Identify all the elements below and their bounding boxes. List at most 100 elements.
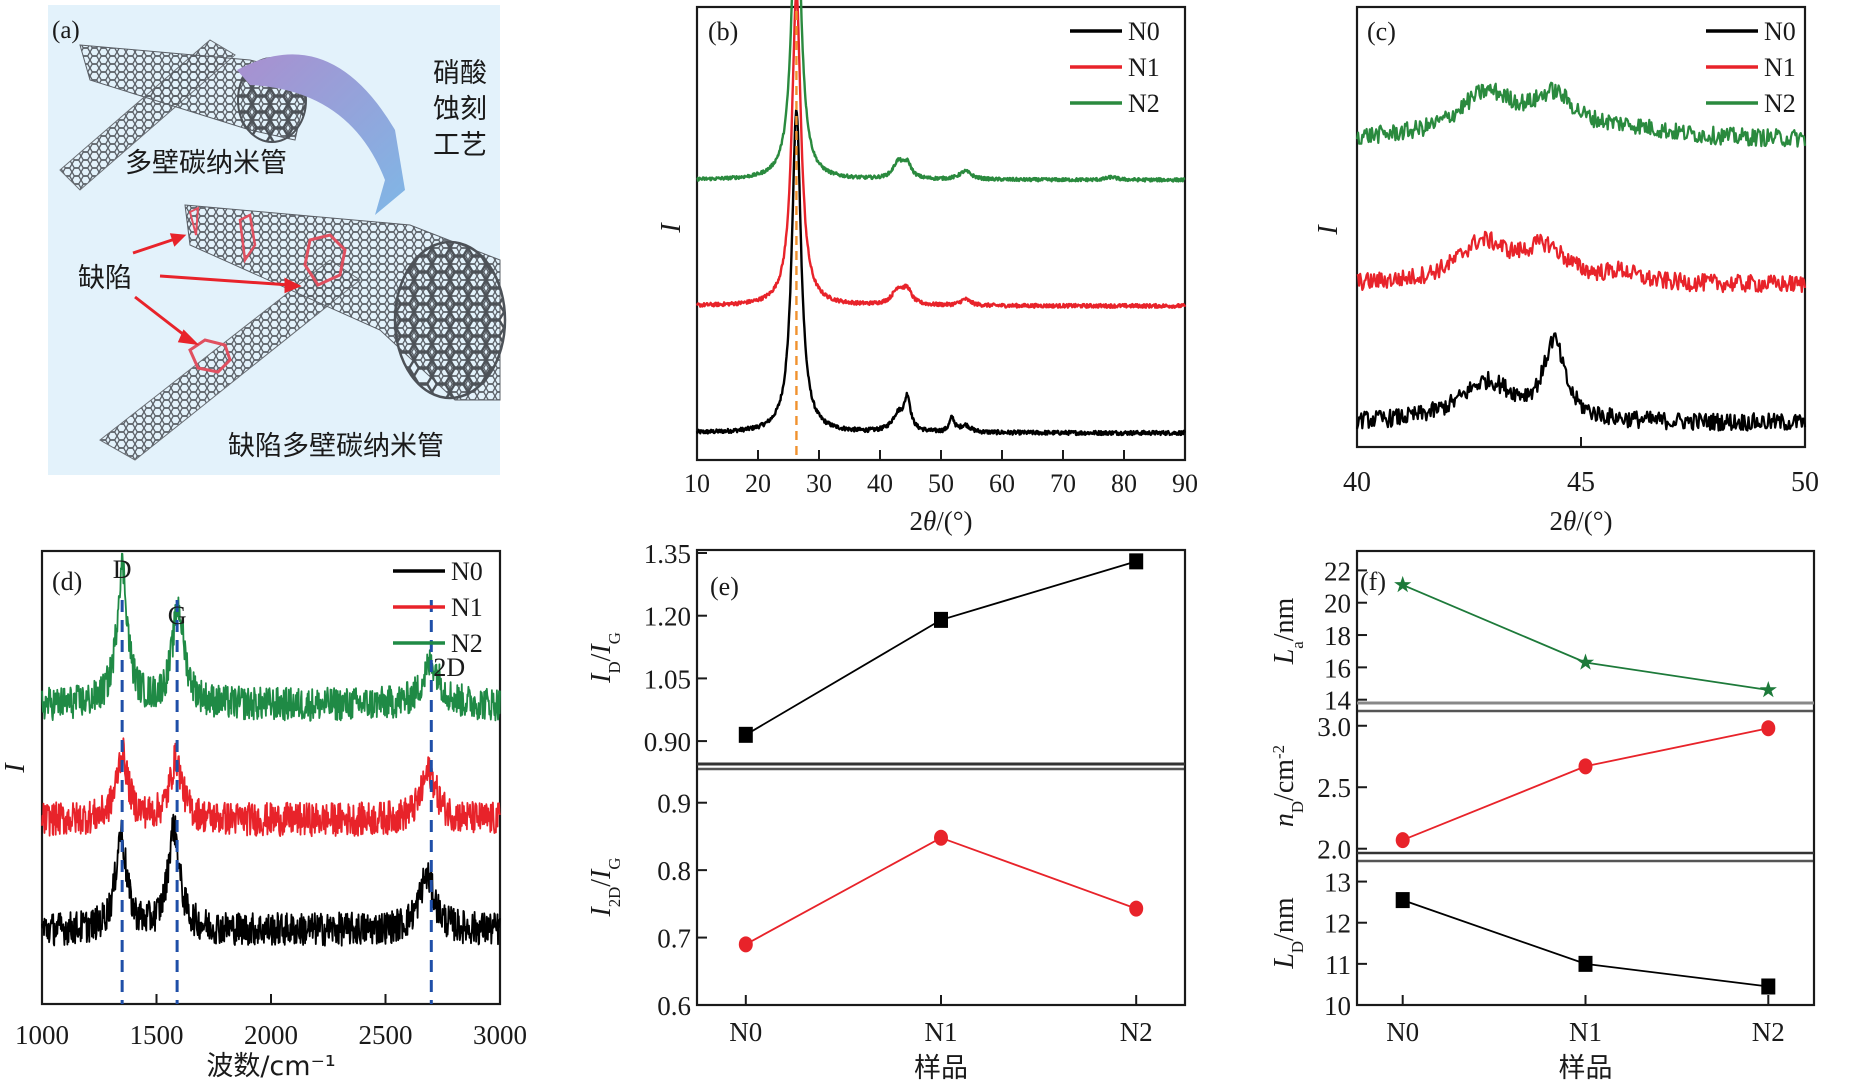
data-point-circle	[738, 936, 753, 953]
arrowhead-icon	[284, 277, 302, 294]
x-tick-label: 40	[867, 469, 893, 498]
y-tick-label: 16	[1324, 653, 1351, 683]
y-axis-label: La/nm	[1269, 597, 1307, 665]
series-line-N1	[41, 737, 501, 838]
x-tick-label: N0	[729, 1017, 762, 1047]
data-point-circle	[934, 829, 948, 846]
y-tick-label: 0.7	[657, 924, 691, 954]
panel-c-xrd-zoom-chart: (c) 40 45 50 2θ/(°) I N0 N1 N2	[1313, 5, 1819, 536]
defect-ring-icon	[188, 338, 232, 374]
x-tick-label: 50	[928, 469, 954, 498]
series-line-N0	[1355, 332, 1807, 432]
plot-frame	[1355, 549, 1816, 1007]
data-point-square	[738, 726, 753, 743]
data-point-circle	[1761, 720, 1776, 737]
x-tick-label: 1500	[130, 1020, 184, 1050]
x-axis-label: 2θ/(°)	[909, 506, 972, 536]
defect-ring-icon	[188, 206, 200, 236]
defective-mwcnt-caption: 缺陷多壁碳纳米管	[228, 431, 444, 462]
y-tick-label: 20	[1324, 589, 1351, 619]
y-tick-label: 0.8	[657, 856, 691, 886]
legend-label: N1	[1128, 53, 1160, 82]
y-tick-label: 1.35	[644, 539, 691, 569]
legend-label: N2	[1764, 89, 1796, 118]
x-tick-label: N1	[1569, 1017, 1602, 1047]
panel-d-raman-chart: (d) D G 2D 1000 1500 2000 2500 3000 波数/cm⁻¹ I N0 N1 N…	[0, 549, 527, 1082]
legend-label: N0	[451, 557, 483, 586]
series-line-N2	[696, 0, 1186, 183]
y-tick-label: 2.0	[1317, 835, 1351, 865]
panel-label: (e)	[710, 572, 739, 601]
series-line	[1402, 584, 1769, 691]
data-point-star	[1576, 653, 1595, 670]
x-tick-label: 30	[806, 469, 832, 498]
defect-arrow-icon	[132, 236, 179, 255]
panel-label: (f)	[1360, 567, 1386, 596]
y-tick-label: 0.6	[657, 991, 691, 1021]
y-tick-label: 22	[1324, 556, 1351, 586]
peak-label-D: D	[113, 555, 132, 584]
peak-label-2D: 2D	[433, 653, 465, 682]
y-tick-label: 1.05	[644, 664, 691, 694]
panel-label: (b)	[708, 17, 738, 46]
x-axis-label: 波数/cm⁻¹	[206, 1051, 335, 1082]
y-tick-label: 0.90	[644, 727, 691, 757]
legend-label: N1	[451, 593, 483, 622]
x-tick-label: N2	[1120, 1017, 1153, 1047]
process-text-line-2: 蚀刻	[433, 94, 487, 125]
defect-arrow-icon	[134, 295, 189, 340]
defect-ring-icon	[238, 213, 257, 264]
x-tick-label: 90	[1172, 469, 1198, 498]
y-tick-label: 10	[1324, 991, 1351, 1021]
series-line-N1	[695, 0, 1187, 309]
y-tick-label: 18	[1324, 621, 1351, 651]
y-axis-label: LD/nm	[1269, 897, 1307, 969]
x-tick-label: 20	[745, 469, 771, 498]
data-point-circle	[1578, 758, 1593, 775]
x-tick-label: 50	[1791, 467, 1819, 498]
x-axis-label: 样品	[914, 1053, 968, 1084]
legend-label: N2	[451, 629, 483, 658]
series-line-N1	[1356, 230, 1807, 294]
x-tick-label: 40	[1343, 467, 1371, 498]
legend-label: N2	[1128, 89, 1160, 118]
y-axis-label: nD/cm-2	[1269, 745, 1307, 827]
data-point-square	[1578, 955, 1593, 972]
x-tick-label: 2500	[359, 1020, 413, 1050]
x-tick-label: N1	[925, 1017, 958, 1047]
x-tick-label: N0	[1386, 1017, 1419, 1047]
data-point-square	[1761, 978, 1776, 995]
series-line-N0	[41, 813, 501, 947]
x-tick-label: N2	[1752, 1017, 1785, 1047]
x-tick-label: 1000	[15, 1020, 69, 1050]
data-point-star	[1759, 681, 1777, 698]
y-tick-label: 3.0	[1317, 712, 1351, 742]
process-text-line-3: 工艺	[433, 130, 487, 161]
peak-label-G: G	[168, 601, 187, 630]
panel-e-ratio-chart: 0.90 1.05 1.20 1.35 ID/IG 0.6 0.7 0.8 0.9 I2D/IG N…	[586, 539, 1187, 1084]
defective-mwcnt-illustration	[99, 204, 507, 461]
defective-nanotube-end	[393, 240, 507, 400]
plot-frame	[695, 5, 1187, 462]
data-point-circle	[1395, 832, 1410, 849]
y-tick-label: 13	[1324, 868, 1351, 898]
panel-label: (c)	[1367, 17, 1396, 46]
series-line	[1402, 727, 1769, 841]
y-tick-label: 14	[1324, 686, 1352, 716]
panel-label: (d)	[52, 567, 82, 596]
y-axis-label: I	[656, 222, 687, 234]
process-arrow-icon	[237, 54, 405, 215]
y-axis-label: I	[0, 762, 31, 774]
process-text-line-1: 硝酸	[433, 58, 487, 89]
defect-arrows	[132, 233, 302, 346]
x-tick-label: 80	[1111, 469, 1137, 498]
y-tick-label: 1.20	[644, 602, 691, 632]
x-tick-label: 60	[989, 469, 1015, 498]
y-tick-label: 0.9	[657, 789, 691, 819]
plot-frame	[1355, 5, 1807, 449]
y-axis-label: I2D/IG	[586, 857, 624, 917]
series-line-N2	[41, 552, 501, 722]
x-tick-label: 3000	[473, 1020, 527, 1050]
legend-label: N0	[1128, 17, 1160, 46]
